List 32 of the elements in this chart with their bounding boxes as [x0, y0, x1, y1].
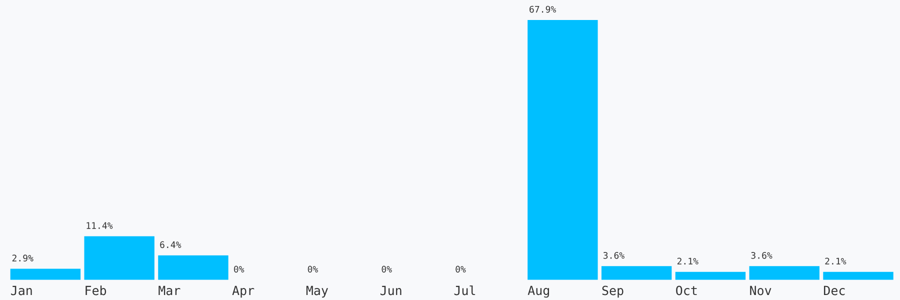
- x-tick-label: Mar: [158, 286, 180, 296]
- bar: [601, 266, 672, 280]
- bar: [528, 20, 598, 280]
- data-label: 0%: [308, 266, 318, 273]
- data-label: 2.9%: [12, 254, 34, 262]
- bar: [158, 255, 228, 280]
- x-tick-label: Jun: [380, 286, 402, 296]
- x-tick-label: Aug: [528, 286, 549, 298]
- x-tick-label: Jan: [11, 286, 32, 296]
- data-label: 2.1%: [825, 258, 846, 264]
- data-label: 6.4%: [160, 241, 182, 248]
- data-label: 67.9%: [530, 6, 556, 13]
- data-label: 0%: [234, 266, 244, 273]
- x-tick-label: Nov: [750, 286, 772, 296]
- data-label: 3.6%: [751, 252, 772, 259]
- bar: [10, 268, 81, 280]
- x-tick-label: May: [306, 286, 328, 298]
- data-label: 2.1%: [677, 258, 698, 264]
- bar: [823, 272, 894, 280]
- x-tick-label: Dec: [824, 286, 845, 296]
- x-tick-label: Apr: [232, 286, 254, 298]
- bar: [749, 266, 820, 280]
- data-label: 11.4%: [86, 222, 113, 229]
- x-tick-label: Oct: [676, 286, 697, 296]
- data-label: 0%: [456, 266, 466, 273]
- x-tick-label: Feb: [86, 286, 106, 296]
- x-tick-label: Sep: [602, 286, 624, 298]
- data-label: 0%: [382, 266, 392, 273]
- x-tick-label: Jul: [454, 285, 476, 296]
- bar: [675, 272, 746, 280]
- bar: [84, 236, 154, 280]
- data-label: 3.6%: [603, 252, 624, 259]
